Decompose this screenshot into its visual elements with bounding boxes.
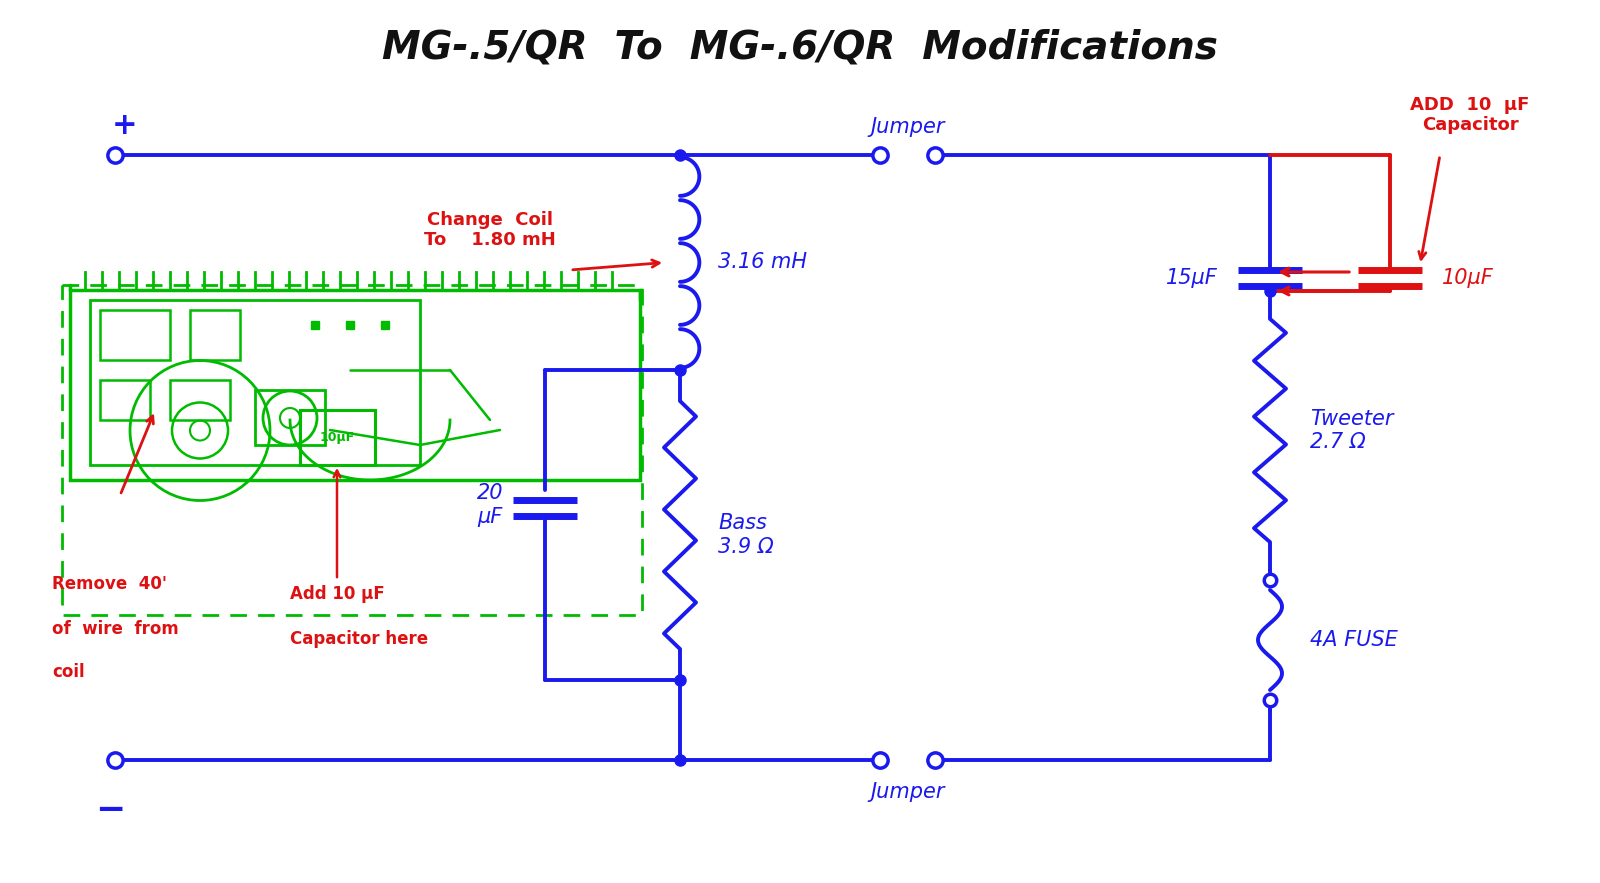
Text: of  wire  from: of wire from (51, 620, 179, 638)
Text: 10μF: 10μF (1442, 268, 1494, 288)
Text: 4A FUSE: 4A FUSE (1310, 630, 1398, 650)
Bar (70, 290, 640, 480)
Text: MG-.5/QR  To  MG-.6/QR  Modifications: MG-.5/QR To MG-.6/QR Modifications (382, 29, 1218, 67)
Text: Bass
3.9 Ω: Bass 3.9 Ω (718, 513, 774, 556)
Text: +: + (112, 110, 138, 140)
Text: Tweeter
2.7 Ω: Tweeter 2.7 Ω (1310, 409, 1394, 452)
Text: coil: coil (51, 663, 85, 681)
Bar (301, 410, 374, 465)
Text: Jumper: Jumper (870, 117, 944, 137)
Bar (90, 300, 419, 465)
Bar (62, 285, 642, 615)
Bar (99, 310, 170, 360)
Text: ADD  10  μF
Capacitor: ADD 10 μF Capacitor (1410, 95, 1530, 134)
Text: Jumper: Jumper (870, 782, 944, 802)
Text: 20
μF: 20 μF (477, 483, 504, 526)
Bar (190, 310, 240, 360)
Bar (254, 390, 325, 445)
Text: 10μF: 10μF (320, 432, 355, 444)
Text: 3.16 mH: 3.16 mH (718, 253, 806, 273)
Text: Change  Coil
To    1.80 mH: Change Coil To 1.80 mH (424, 211, 555, 249)
Text: Capacitor here: Capacitor here (290, 630, 429, 648)
Bar (99, 380, 150, 420)
Text: −: − (94, 793, 125, 827)
Text: 15μF: 15μF (1166, 268, 1218, 288)
Bar (170, 380, 230, 420)
Text: Add 10 μF: Add 10 μF (290, 585, 384, 603)
Text: Remove  40': Remove 40' (51, 575, 166, 593)
